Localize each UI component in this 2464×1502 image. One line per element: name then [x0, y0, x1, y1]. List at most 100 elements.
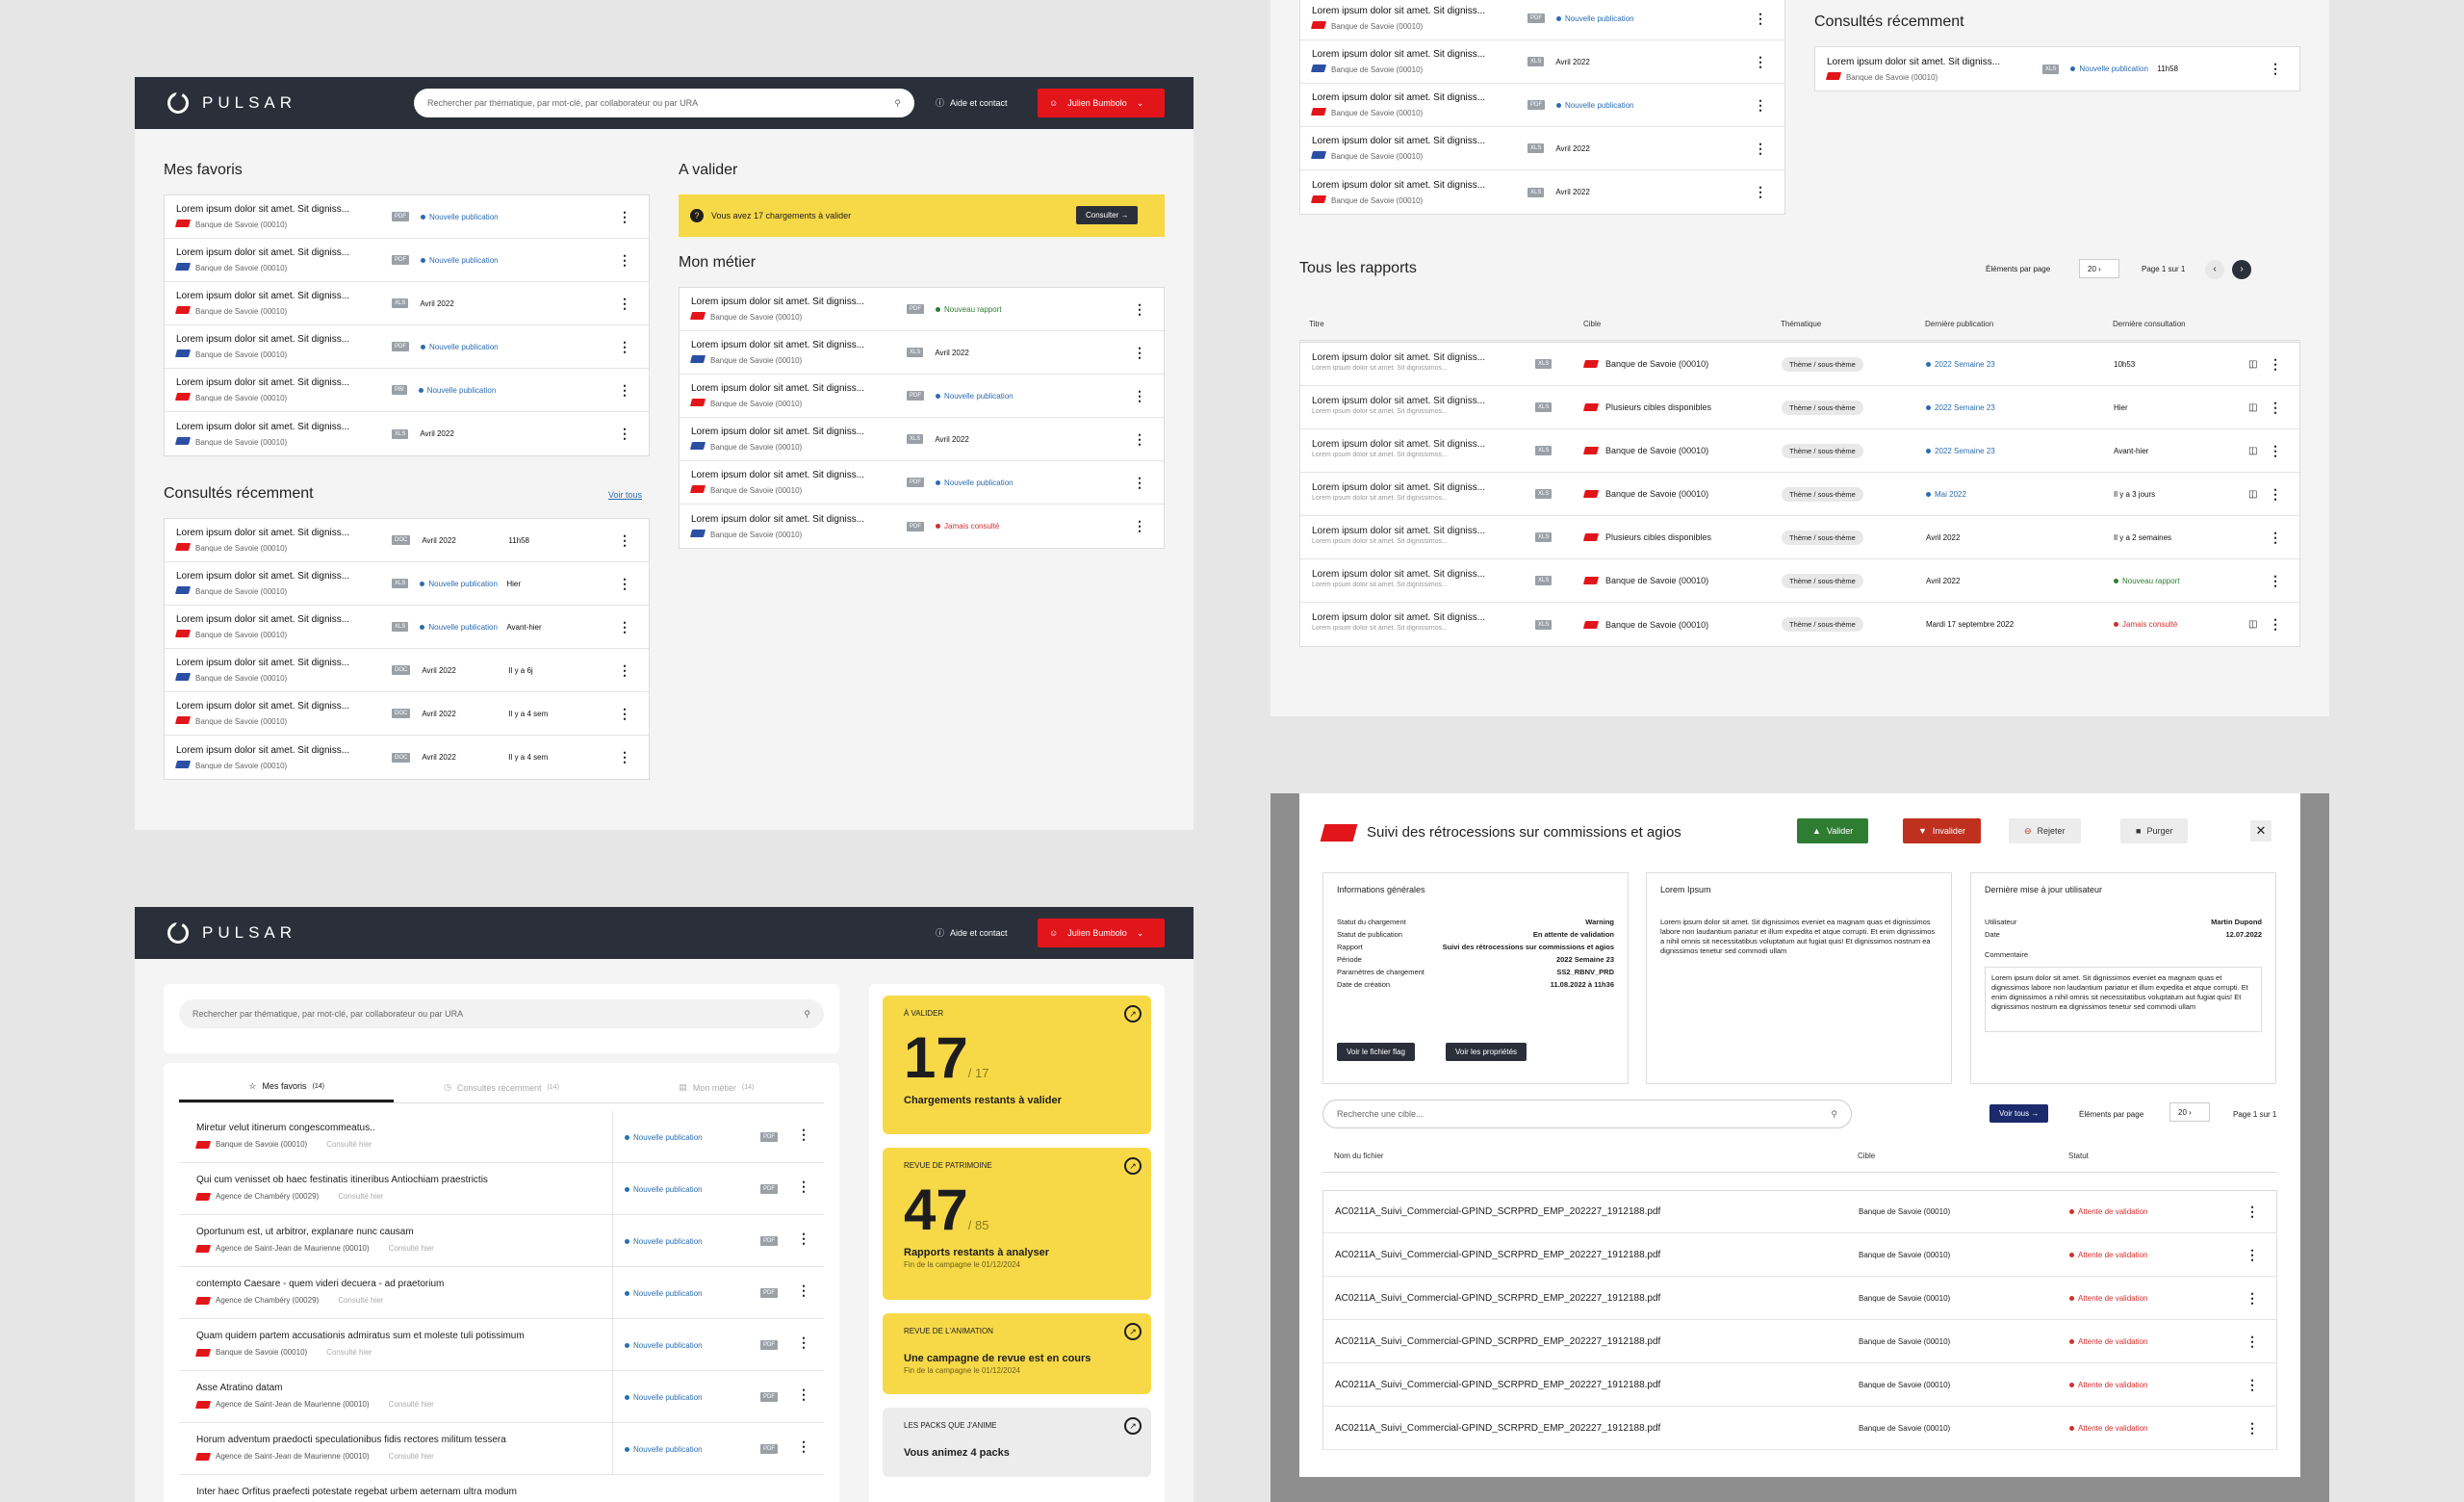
list-item[interactable]: Lorem ipsum dolor sit amet. Sit digniss.… — [165, 562, 649, 606]
tab-0[interactable]: ☆ Mes favoris (14) — [179, 1073, 395, 1102]
tab-1[interactable]: ◷ Consultés récemment (14) — [394, 1073, 608, 1102]
list-item[interactable]: Lorem ipsum dolor sit amet. Sit digniss.… — [680, 288, 1164, 331]
column-header[interactable]: Thématique — [1781, 320, 1822, 328]
table-row[interactable]: AC0211A_Suivi_Commercial-GPIND_SCRPRD_EM… — [1323, 1321, 2276, 1363]
more-icon[interactable]: ⋮ — [1133, 300, 1146, 317]
list-item[interactable]: Lorem ipsum dolor sit amet. Sit digniss.… — [165, 369, 649, 412]
table-row[interactable]: Lorem ipsum dolor sit amet. Sit digniss.… — [1300, 603, 2299, 646]
help-link[interactable]: ⓘ Aide et contact — [936, 926, 1008, 939]
list-item[interactable]: Lorem ipsum dolor sit amet. Sit digniss.… — [680, 331, 1164, 375]
list-item[interactable]: Lorem ipsum dolor sit amet. Sit digniss.… — [680, 418, 1164, 461]
purger-button[interactable]: ■ Purger — [2120, 818, 2189, 843]
voir-tous-button[interactable]: Voir tous → — [1989, 1104, 2049, 1123]
more-icon[interactable]: ⋮ — [618, 618, 631, 634]
more-icon[interactable]: ⋮ — [2246, 1420, 2259, 1436]
list-item[interactable]: Lorem ipsum dolor sit amet. Sit digniss.… — [680, 375, 1164, 418]
more-icon[interactable]: ⋮ — [797, 1230, 810, 1246]
next-page-button[interactable]: › — [2232, 260, 2251, 279]
more-icon[interactable]: ⋮ — [618, 661, 631, 678]
more-icon[interactable]: ⋮ — [2269, 355, 2282, 372]
user-menu-button[interactable]: ☺ Julien Bumbolo ⌄ — [1038, 89, 1165, 117]
more-icon[interactable]: ⋮ — [618, 251, 631, 268]
close-icon[interactable]: ✕ — [2250, 820, 2272, 842]
more-icon[interactable]: ⋮ — [1133, 430, 1146, 447]
summary-card-1[interactable]: REVUE DE PATRIMOINE ↗ 47/ 85 Rapports re… — [883, 1148, 1151, 1300]
more-icon[interactable]: ⋮ — [2246, 1377, 2259, 1392]
list-item[interactable]: Lorem ipsum dolor sit amet. Sit digniss.… — [165, 736, 649, 779]
voir-props-button[interactable]: Voir les propriétés — [1446, 1043, 1527, 1061]
table-row[interactable]: AC0211A_Suivi_Commercial-GPIND_SCRPRD_EM… — [1323, 1364, 2276, 1407]
more-icon[interactable]: ⋮ — [797, 1126, 810, 1142]
column-header[interactable]: Dernière publication — [1925, 320, 1994, 328]
more-icon[interactable]: ⋮ — [797, 1178, 810, 1194]
more-icon[interactable]: ⋮ — [2246, 1247, 2259, 1262]
list-item[interactable]: Lorem ipsum dolor sit amet. Sit digniss.… — [165, 692, 649, 736]
list-item[interactable]: Lorem ipsum dolor sit amet. Sit digniss.… — [165, 325, 649, 369]
list-item[interactable]: Lorem ipsum dolor sit amet. Sit digniss.… — [1300, 127, 1784, 170]
more-icon[interactable]: ⋮ — [2269, 572, 2282, 588]
prev-page-button[interactable]: ‹ — [2205, 260, 2224, 279]
list-item[interactable]: Lorem ipsum dolor sit amet. Sit digniss.… — [1300, 84, 1784, 127]
list-item[interactable]: Lorem ipsum dolor sit amet. Sit digniss.… — [165, 649, 649, 692]
summary-card-2[interactable]: REVUE DE L'ANIMATION ↗ Une campagne de r… — [883, 1313, 1151, 1394]
tab-2[interactable]: ▤ Mon métier (14) — [609, 1073, 824, 1102]
more-icon[interactable]: ⋮ — [1754, 53, 1767, 69]
document-icon[interactable]: ◫ — [2248, 401, 2258, 413]
list-item[interactable]: Qui cum venisset ob haec festinatis itin… — [179, 1163, 824, 1215]
more-icon[interactable]: ⋮ — [2246, 1204, 2259, 1219]
search-input[interactable]: Rechercher par thématique, par mot-clé, … — [414, 89, 914, 117]
more-icon[interactable]: ⋮ — [1754, 96, 1767, 113]
list-item[interactable]: Lorem ipsum dolor sit amet. Sit digniss.… — [165, 519, 649, 562]
more-icon[interactable]: ⋮ — [2269, 529, 2282, 545]
column-header[interactable]: Titre — [1309, 320, 1324, 328]
list-item[interactable]: Lorem ipsum dolor sit amet. Sit digniss.… — [165, 195, 649, 239]
more-icon[interactable]: ⋮ — [1754, 140, 1767, 156]
list-item[interactable]: Quam quidem partem accusationis admiratu… — [179, 1319, 824, 1371]
list-item[interactable]: Lorem ipsum dolor sit amet. Sit digniss.… — [1300, 0, 1784, 40]
more-icon[interactable]: ⋮ — [618, 381, 631, 398]
user-menu-button[interactable]: ☺ Julien Bumbolo ⌄ — [1038, 919, 1165, 947]
more-icon[interactable]: ⋮ — [797, 1386, 810, 1402]
table-row[interactable]: AC0211A_Suivi_Commercial-GPIND_SCRPRD_EM… — [1323, 1278, 2276, 1320]
more-icon[interactable]: ⋮ — [797, 1334, 810, 1350]
more-icon[interactable]: ⋮ — [2269, 399, 2282, 415]
list-item[interactable]: Horum adventum praedocti speculationibus… — [179, 1423, 824, 1475]
summary-card-3[interactable]: LES PACKS QUE J'ANIME ↗ Vous animez 4 pa… — [883, 1408, 1151, 1477]
table-row[interactable]: AC0211A_Suivi_Commercial-GPIND_SCRPRD_EM… — [1323, 1234, 2276, 1277]
table-row[interactable]: AC0211A_Suivi_Commercial-GPIND_SCRPRD_EM… — [1323, 1191, 2276, 1233]
list-item[interactable]: Lorem ipsum dolor sit amet. Sit digniss.… — [1815, 47, 2299, 91]
list-item[interactable]: Lorem ipsum dolor sit amet. Sit digniss.… — [680, 505, 1164, 548]
list-item[interactable]: Miretur velut itinerum congescommeatus..… — [179, 1111, 824, 1163]
table-row[interactable]: Lorem ipsum dolor sit amet. Sit digniss.… — [1300, 473, 2299, 516]
column-header[interactable]: Statut — [2068, 1152, 2089, 1160]
more-icon[interactable]: ⋮ — [1133, 518, 1146, 533]
more-icon[interactable]: ⋮ — [618, 575, 631, 591]
per-page-select[interactable]: 20 › — [2079, 259, 2119, 278]
table-row[interactable]: Lorem ipsum dolor sit amet. Sit digniss.… — [1300, 429, 2299, 473]
list-item[interactable]: Lorem ipsum dolor sit amet. Sit digniss.… — [165, 282, 649, 325]
document-icon[interactable]: ◫ — [2248, 619, 2258, 630]
rejeter-button[interactable]: ⊖ Rejeter — [2009, 818, 2081, 843]
list-item[interactable]: Lorem ipsum dolor sit amet. Sit digniss.… — [1300, 40, 1784, 84]
help-link[interactable]: ⓘ Aide et contact — [936, 96, 1008, 109]
more-icon[interactable]: ⋮ — [618, 208, 631, 224]
more-icon[interactable]: ⋮ — [2269, 616, 2282, 632]
summary-card-0[interactable]: À VALIDER ↗ 17/ 17 Chargements restants … — [883, 996, 1151, 1134]
more-icon[interactable]: ⋮ — [1754, 10, 1767, 26]
more-icon[interactable]: ⋮ — [618, 295, 631, 311]
more-icon[interactable]: ⋮ — [797, 1438, 810, 1454]
more-icon[interactable]: ⋮ — [618, 338, 631, 354]
invalider-button[interactable]: ▼ Invalider — [1903, 818, 1981, 843]
list-item[interactable]: contempto Caesare - quem videri decuera … — [179, 1267, 824, 1319]
column-header[interactable]: Dernière consultation — [2113, 320, 2186, 328]
column-header[interactable]: Cible — [1583, 320, 1602, 328]
table-row[interactable]: Lorem ipsum dolor sit amet. Sit digniss.… — [1300, 516, 2299, 559]
document-icon[interactable]: ◫ — [2248, 358, 2258, 370]
list-item[interactable]: Lorem ipsum dolor sit amet. Sit digniss.… — [165, 239, 649, 282]
valider-button[interactable]: ▲ Valider — [1797, 818, 1869, 843]
cible-search-input[interactable]: Recherche une cible... ⚲ — [1322, 1100, 1852, 1128]
pulsar-logo[interactable]: PULSAR — [167, 92, 296, 114]
more-icon[interactable]: ⋮ — [2269, 442, 2282, 458]
more-icon[interactable]: ⋮ — [1133, 387, 1146, 403]
more-icon[interactable]: ⋮ — [1754, 184, 1767, 199]
